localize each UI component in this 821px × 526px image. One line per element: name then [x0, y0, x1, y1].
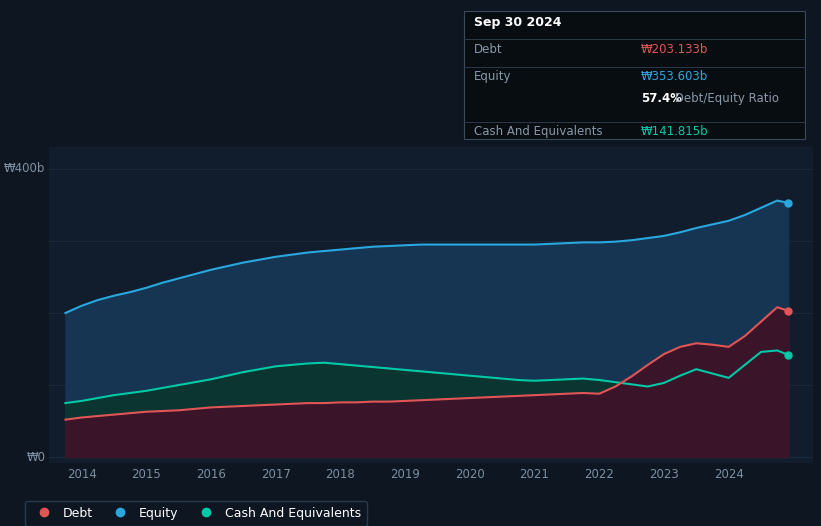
Text: 57.4%: 57.4%: [641, 92, 682, 105]
Text: Cash And Equivalents: Cash And Equivalents: [474, 125, 603, 138]
Text: ₩353.603b: ₩353.603b: [641, 70, 709, 83]
Text: Equity: Equity: [474, 70, 511, 83]
Text: ₩203.133b: ₩203.133b: [641, 43, 709, 56]
Text: ₩141.815b: ₩141.815b: [641, 125, 709, 138]
Legend: Debt, Equity, Cash And Equivalents: Debt, Equity, Cash And Equivalents: [25, 501, 367, 526]
Text: Debt: Debt: [474, 43, 502, 56]
Text: Debt/Equity Ratio: Debt/Equity Ratio: [671, 92, 778, 105]
Text: ₩0: ₩0: [26, 451, 45, 463]
Text: Sep 30 2024: Sep 30 2024: [474, 16, 562, 29]
Text: ₩400b: ₩400b: [4, 163, 45, 175]
